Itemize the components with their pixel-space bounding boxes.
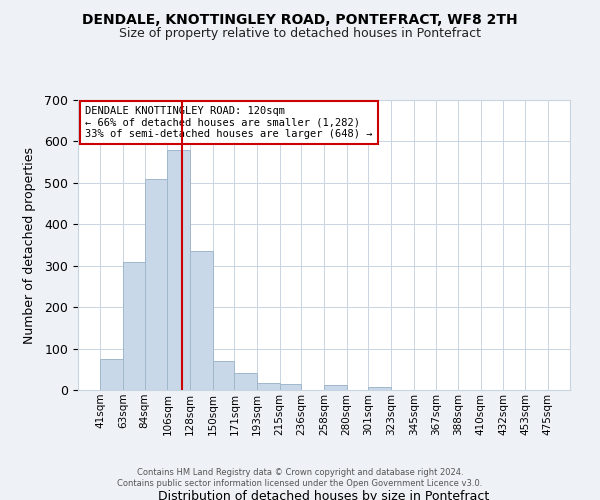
Bar xyxy=(123,262,145,390)
Bar xyxy=(212,361,235,390)
Bar xyxy=(280,384,301,390)
Text: DENDALE KNOTTINGLEY ROAD: 120sqm
← 66% of detached houses are smaller (1,282)
33: DENDALE KNOTTINGLEY ROAD: 120sqm ← 66% o… xyxy=(85,106,373,139)
Text: DENDALE, KNOTTINGLEY ROAD, PONTEFRACT, WF8 2TH: DENDALE, KNOTTINGLEY ROAD, PONTEFRACT, W… xyxy=(82,12,518,26)
Bar xyxy=(257,382,280,390)
Bar xyxy=(145,178,167,390)
Bar xyxy=(368,387,391,390)
Bar xyxy=(100,359,123,390)
Y-axis label: Number of detached properties: Number of detached properties xyxy=(23,146,36,344)
Bar xyxy=(167,150,190,390)
Text: Contains HM Land Registry data © Crown copyright and database right 2024.
Contai: Contains HM Land Registry data © Crown c… xyxy=(118,468,482,487)
Bar xyxy=(190,251,212,390)
Bar xyxy=(324,385,347,390)
Bar xyxy=(235,374,257,390)
Text: Size of property relative to detached houses in Pontefract: Size of property relative to detached ho… xyxy=(119,28,481,40)
X-axis label: Distribution of detached houses by size in Pontefract: Distribution of detached houses by size … xyxy=(158,490,490,500)
